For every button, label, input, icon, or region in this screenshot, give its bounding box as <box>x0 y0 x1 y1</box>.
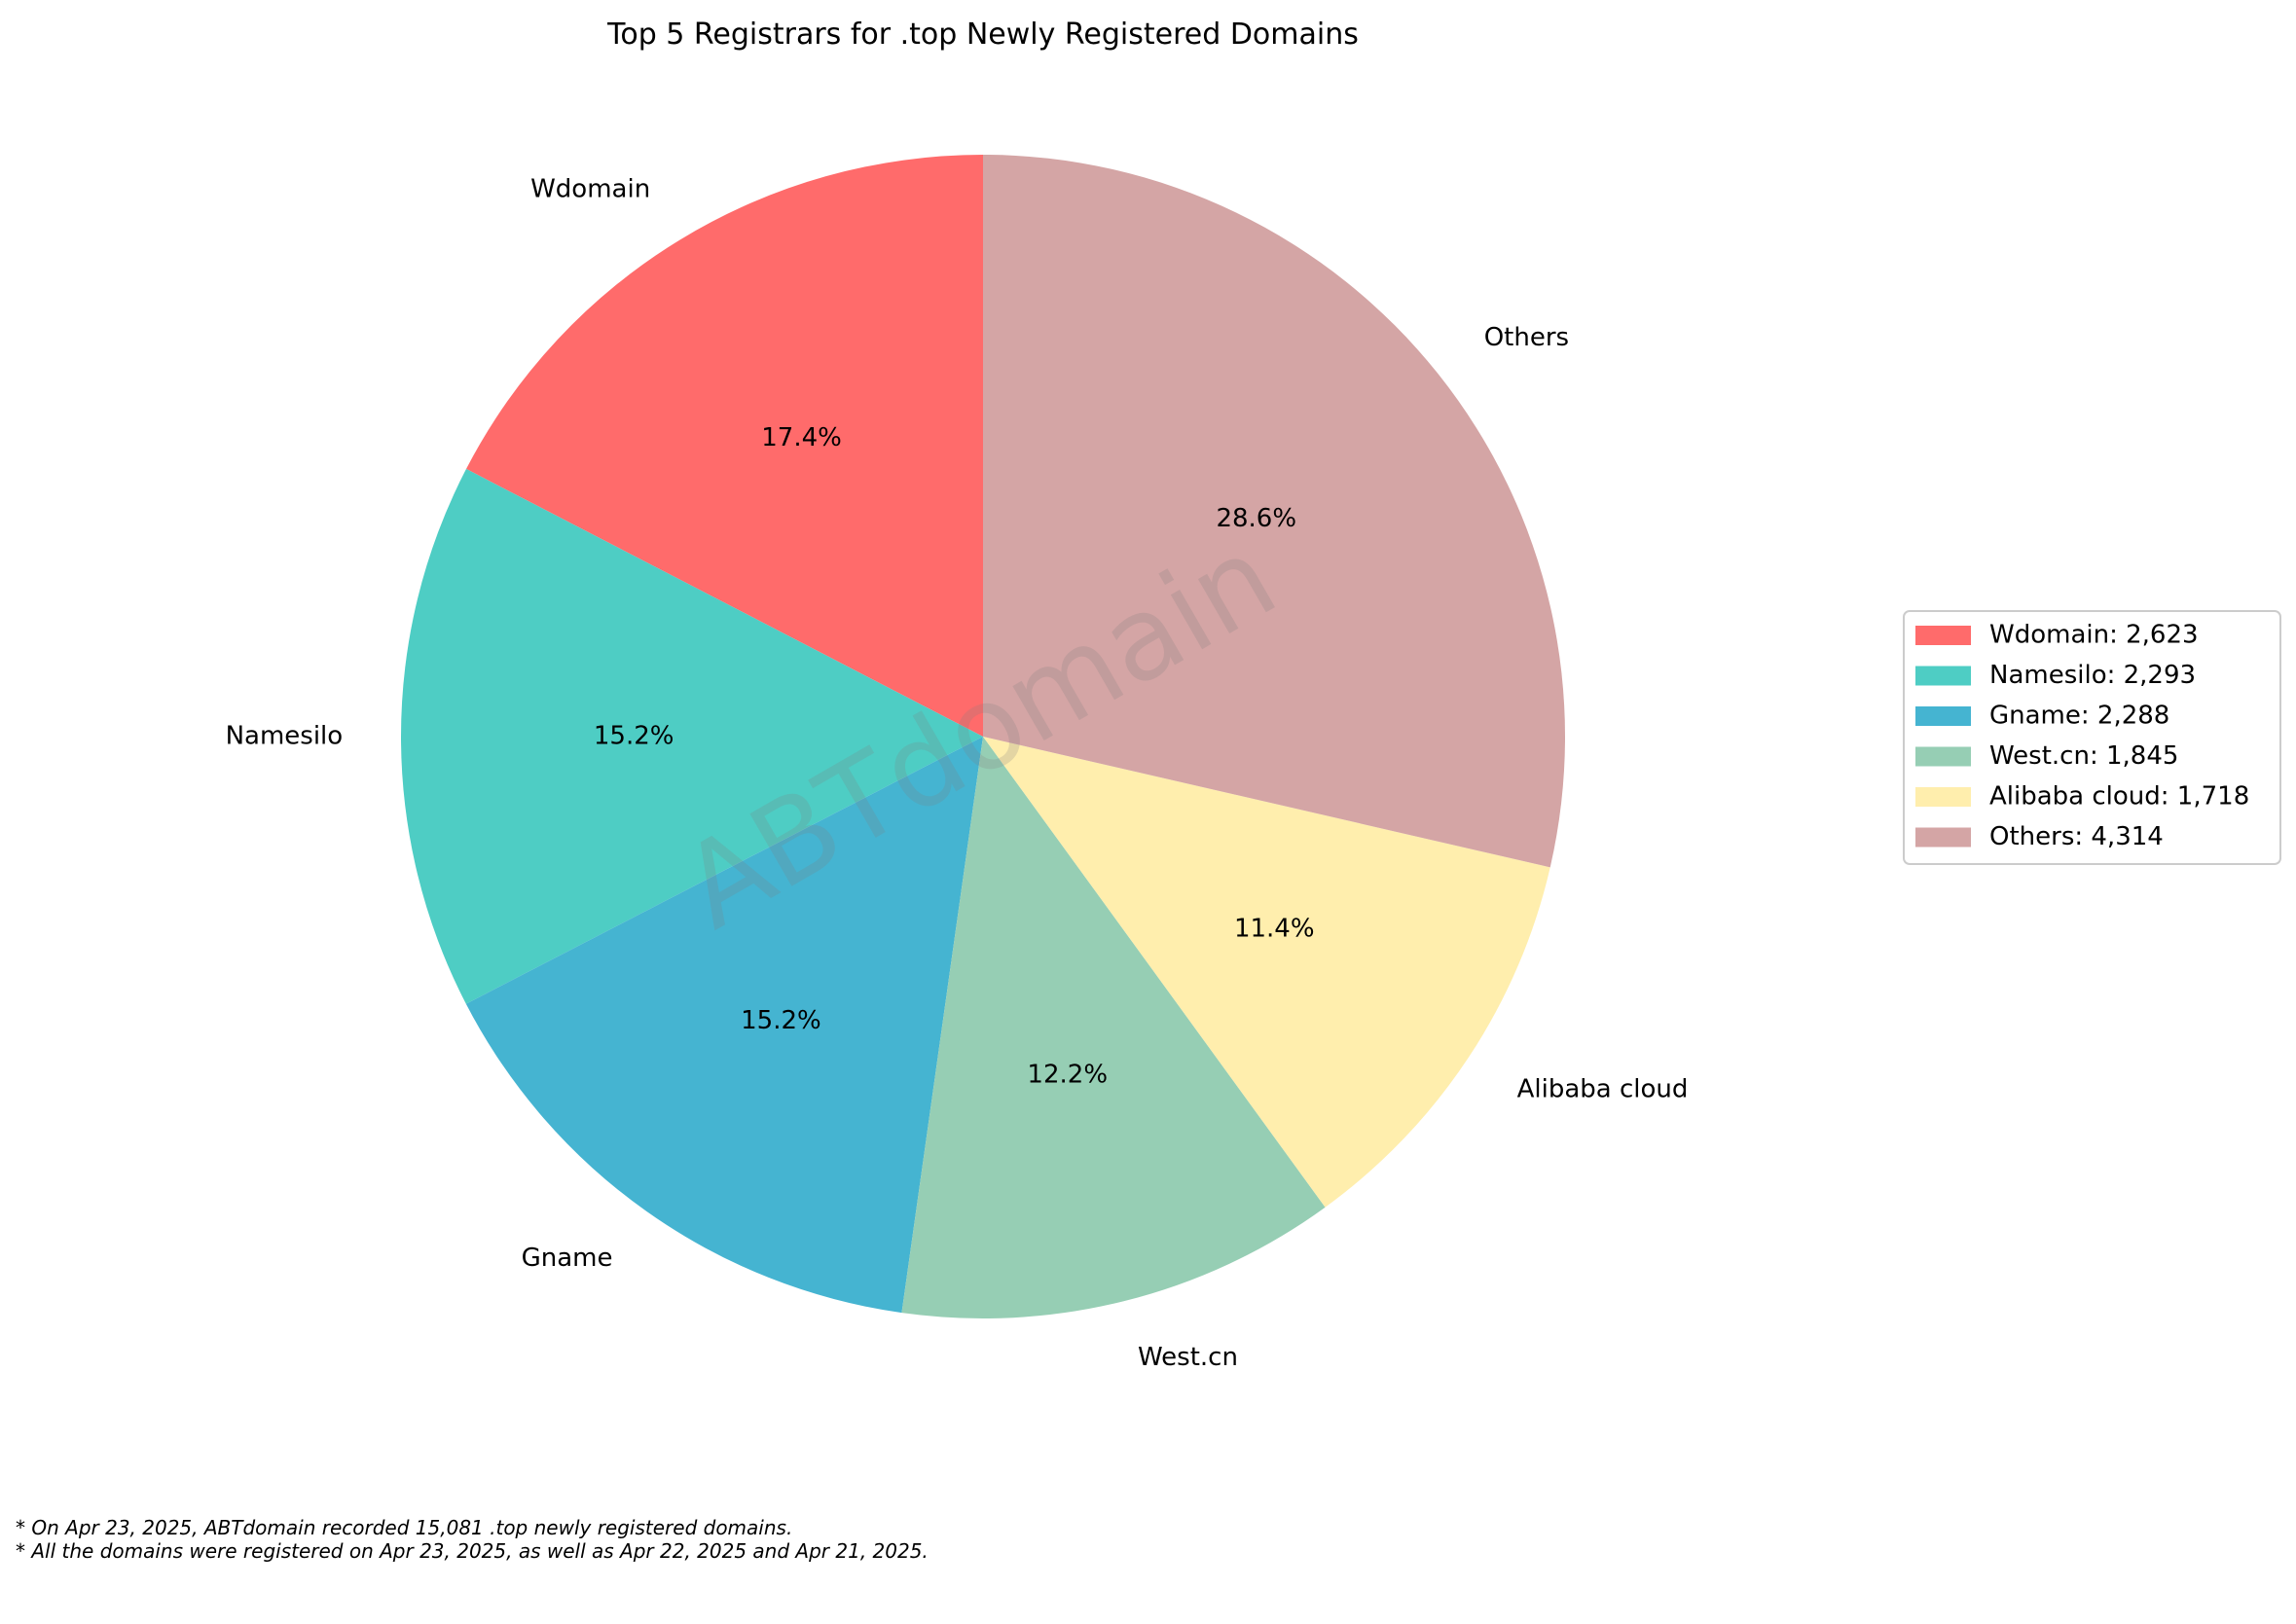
chart-title: Top 5 Registrars for .top Newly Register… <box>606 18 1359 52</box>
legend-frame <box>1903 610 2281 865</box>
legend-label-others: Others: 4,314 <box>1989 822 2164 851</box>
pie-slice-alibaba-cloud <box>983 737 1550 1208</box>
category-label-wdomain: Wdomain <box>530 174 650 203</box>
category-label-others: Others <box>1484 323 1569 352</box>
legend-label-namesilo: Namesilo: 2,293 <box>1989 661 2196 690</box>
pie-slice-others <box>983 155 1565 868</box>
legend-swatch-wdomain <box>1915 626 1971 645</box>
pie-slice-gname <box>465 737 984 1314</box>
legend-swatch-namesilo <box>1915 666 1971 686</box>
legend-swatch-others <box>1915 827 1971 848</box>
category-label-gname: Gname <box>522 1244 613 1273</box>
legend-label-wdomain: Wdomain: 2,623 <box>1989 621 2199 650</box>
category-label-alibaba-cloud: Alibaba cloud <box>1517 1074 1689 1103</box>
percent-label-alibaba-cloud: 11.4% <box>1234 914 1315 943</box>
legend-swatch-west-cn <box>1915 746 1971 767</box>
footnote-1: * On Apr 23, 2025, ABTdomain recorded 15… <box>16 1516 793 1539</box>
pie-slices <box>401 155 1565 1318</box>
pie-slice-west-cn <box>901 737 1326 1318</box>
legend-label-west-cn: West.cn: 1,845 <box>1989 741 2178 771</box>
legend-label-gname: Gname: 2,288 <box>1989 702 2169 731</box>
legend-label-alibaba-cloud: Alibaba cloud: 1,718 <box>1989 782 2249 812</box>
pie-slice-namesilo <box>401 468 983 1004</box>
percent-label-west-cn: 12.2% <box>1027 1061 1108 1090</box>
pie-slice-wdomain <box>466 155 983 737</box>
footnote-2: * All the domains were registered on Apr… <box>16 1539 929 1563</box>
category-labels: Wdomain Namesilo Gname West.cn Alibaba cloud… <box>226 174 1689 1371</box>
category-label-namesilo: Namesilo <box>226 721 344 750</box>
percent-label-others: 28.6% <box>1216 504 1296 533</box>
percent-label-namesilo: 15.2% <box>594 721 674 750</box>
legend-swatch-alibaba-cloud <box>1915 787 1971 807</box>
percent-labels: 17.4% 15.2% 15.2% 12.2% 11.4% 28.6% <box>594 423 1315 1090</box>
legend-swatch-gname <box>1915 706 1971 726</box>
percent-label-wdomain: 17.4% <box>761 423 842 452</box>
percent-label-gname: 15.2% <box>741 1006 821 1035</box>
category-label-west-cn: West.cn <box>1138 1343 1238 1372</box>
chart-legend: Wdomain: 2,623 Namesilo: 2,293 Gname: 2,28… <box>1903 610 2281 865</box>
